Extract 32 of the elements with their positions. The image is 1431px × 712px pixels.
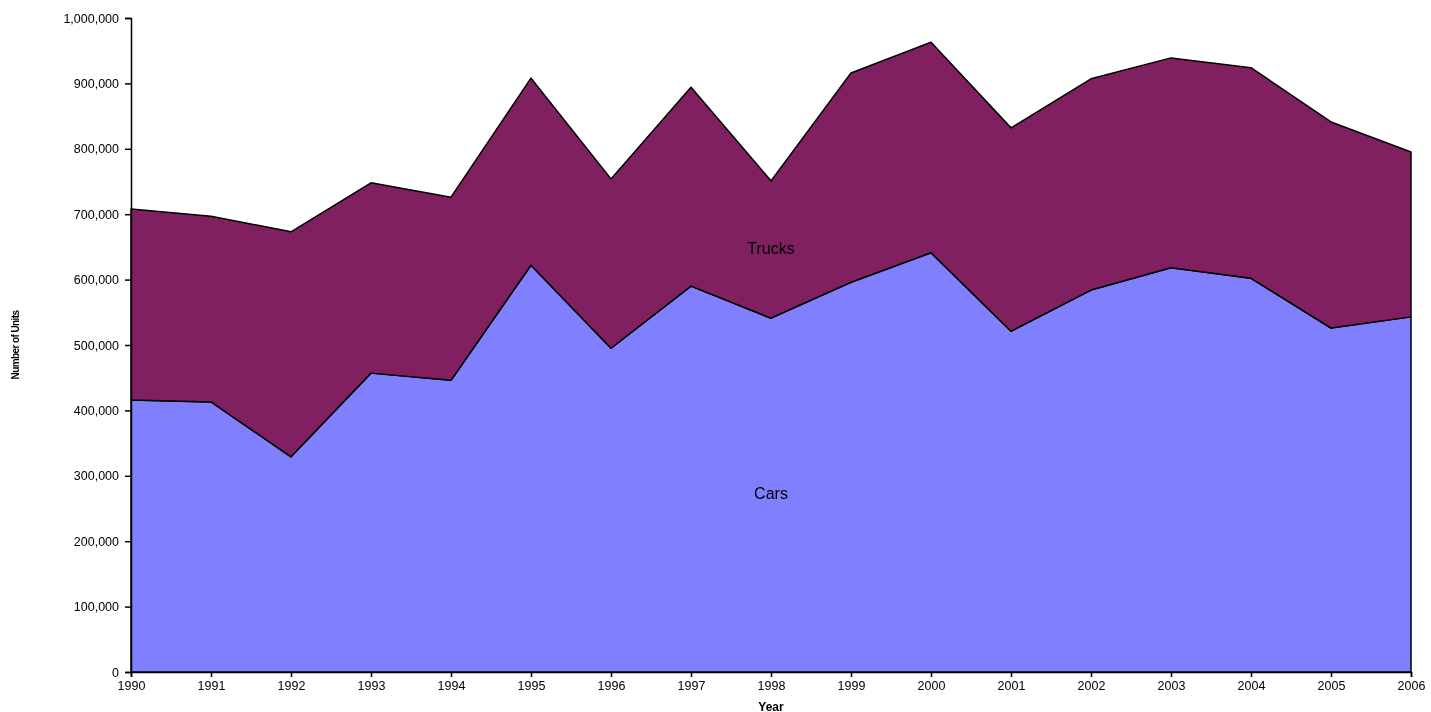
x-tick-label: 2000 [917,678,946,693]
y-tick-label: 800,000 [73,142,120,157]
x-tick-label: 1990 [117,678,146,693]
x-tick-label: 1995 [517,678,546,693]
x-tick-label: 1992 [277,678,306,693]
x-tick-label: 1994 [437,678,466,693]
y-tick-label: 900,000 [73,76,120,91]
x-tick-label: 1993 [357,678,386,693]
y-tick-label: 1,000,000 [63,11,120,26]
x-tick-label: 1998 [757,678,786,693]
x-tick-label: 2003 [1157,678,1186,693]
series-label: Cars [754,485,788,503]
x-axis-title: Year [758,700,785,712]
x-tick-label: 2002 [1077,678,1106,693]
x-tick-label: 1991 [197,678,226,693]
x-tick-label: 2001 [997,678,1026,693]
y-tick-label: 0 [112,665,120,680]
x-tick-label: 2004 [1237,678,1266,693]
y-tick-label: 300,000 [73,469,120,484]
y-tick-label: 500,000 [73,338,120,353]
x-tick-label: 1997 [677,678,706,693]
x-tick-label: 1999 [837,678,866,693]
y-tick-label: 100,000 [73,600,120,615]
y-tick-label: 200,000 [73,534,120,549]
x-tick-label: 1996 [597,678,626,693]
x-tick-label: 2005 [1317,678,1346,693]
y-tick-label: 700,000 [73,207,120,222]
series-label: Trucks [747,239,795,257]
y-axis-title: Number of Units [10,309,21,380]
x-tick-label: 2006 [1397,678,1426,693]
y-tick-label: 400,000 [73,403,120,418]
y-tick-label: 600,000 [73,273,120,288]
